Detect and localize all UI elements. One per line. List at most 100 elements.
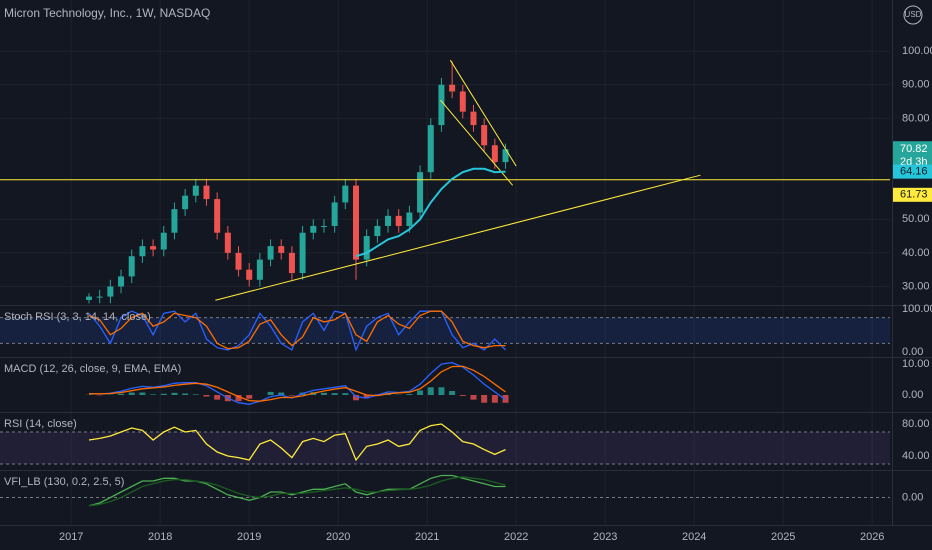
y-tick-label: 50.00 xyxy=(902,213,930,225)
candle-body xyxy=(417,172,424,213)
candle-body xyxy=(192,185,199,196)
x-tick-label: 2017 xyxy=(59,531,83,543)
histogram-bar xyxy=(118,393,125,396)
y-tick-label: 100.00 xyxy=(902,45,932,57)
candle-body xyxy=(342,185,349,203)
y-tick-label: 80.00 xyxy=(902,418,930,430)
indicator-name: MACD (12, 26, close, 9, EMA, EMA) xyxy=(4,363,181,375)
y-tick-label: 30.00 xyxy=(902,280,930,292)
ema-badge xyxy=(893,164,932,179)
ema-line xyxy=(355,167,506,258)
histogram-bar xyxy=(192,394,199,396)
x-tick-label: 2021 xyxy=(415,531,439,543)
level-band xyxy=(0,432,890,464)
candle-body xyxy=(128,256,135,277)
histogram-bar xyxy=(470,395,477,400)
candle-body xyxy=(118,276,125,287)
level-band xyxy=(0,317,890,344)
candle-body xyxy=(427,125,434,173)
histogram-bar xyxy=(139,392,146,396)
histogram-bar xyxy=(363,395,370,399)
candle-body xyxy=(459,91,466,112)
candle-body xyxy=(182,195,189,210)
histogram-bar xyxy=(417,390,424,396)
indicator-line xyxy=(88,476,506,507)
histogram-bar xyxy=(342,393,349,396)
histogram-bar xyxy=(438,387,445,396)
histogram-bar xyxy=(150,394,157,396)
candle-body xyxy=(256,259,263,280)
candle-body xyxy=(395,215,402,226)
y-tick-label: 0.00 xyxy=(902,346,923,358)
histogram-bar xyxy=(214,395,221,400)
candle-body xyxy=(288,252,295,274)
y-tick-label: 100.00 xyxy=(902,303,932,315)
histogram-bar xyxy=(246,395,253,399)
candle-body xyxy=(267,246,274,260)
candle-body xyxy=(491,145,498,163)
candle-body xyxy=(320,225,327,227)
histogram-bar xyxy=(320,392,327,396)
candle-body xyxy=(96,296,103,298)
candle-body xyxy=(299,232,306,274)
candle-body xyxy=(502,149,509,163)
chart-title: Micron Technology, Inc., 1W, NASDAQ xyxy=(4,6,210,20)
histogram-bar xyxy=(353,395,359,401)
histogram-bar xyxy=(278,392,285,396)
histogram-bar xyxy=(459,395,466,396)
currency: USD xyxy=(905,10,922,19)
candle-body xyxy=(331,202,338,226)
candle-body xyxy=(353,185,359,260)
y-tick-label: 0.00 xyxy=(902,389,923,401)
candle-body xyxy=(107,286,114,297)
candle-body xyxy=(171,209,178,233)
indicator-name: Stoch RSI (3, 3, 14, 14, close) xyxy=(4,311,151,323)
candle-body xyxy=(449,84,456,92)
indicator-line xyxy=(89,365,506,402)
histogram-bar xyxy=(406,394,413,396)
indicator-name: VFI_LB (130, 0.2, 2.5, 5) xyxy=(4,476,124,488)
y-tick-label: 40.00 xyxy=(902,247,930,259)
ema-value: 64.16 xyxy=(900,166,928,178)
candle-body xyxy=(203,185,210,200)
candle-body xyxy=(214,199,221,233)
currency-badge[interactable] xyxy=(903,5,923,25)
x-tick-label: 2023 xyxy=(593,531,617,543)
indicator-line xyxy=(88,361,506,405)
candle-body xyxy=(235,252,242,270)
x-tick-label: 2018 xyxy=(148,531,172,543)
candle-body xyxy=(374,225,381,237)
candle-body xyxy=(363,236,370,260)
histogram-bar xyxy=(331,393,338,396)
x-tick-label: 2019 xyxy=(237,531,261,543)
y-tick-label: 10.00 xyxy=(902,358,930,370)
hline-badge xyxy=(893,187,932,202)
y-tick-label: 90.00 xyxy=(902,79,930,91)
trend-line xyxy=(449,59,517,167)
histogram-bar xyxy=(288,395,295,396)
histogram-bar xyxy=(427,387,434,396)
indicator-line xyxy=(88,310,506,350)
histogram-bar xyxy=(203,395,210,397)
y-tick-label: 80.00 xyxy=(902,112,930,124)
histogram-bar xyxy=(481,395,488,403)
histogram-bar xyxy=(160,393,167,396)
y-tick-label: 40.00 xyxy=(902,450,930,462)
histogram-bar xyxy=(235,395,242,402)
histogram-bar xyxy=(171,392,178,396)
last-price: 70.82 xyxy=(900,143,928,155)
histogram-bar xyxy=(491,395,498,403)
x-tick-label: 2026 xyxy=(860,531,884,543)
candle-body xyxy=(224,232,231,253)
histogram-bar xyxy=(267,391,274,396)
candle-body xyxy=(406,212,413,226)
histogram-bar xyxy=(182,393,189,396)
candle-body xyxy=(481,125,488,146)
candle-body xyxy=(438,84,445,126)
candle-body xyxy=(139,246,146,257)
indicator-line xyxy=(88,423,506,462)
candle-body xyxy=(470,111,477,126)
x-tick-label: 2024 xyxy=(682,531,706,543)
